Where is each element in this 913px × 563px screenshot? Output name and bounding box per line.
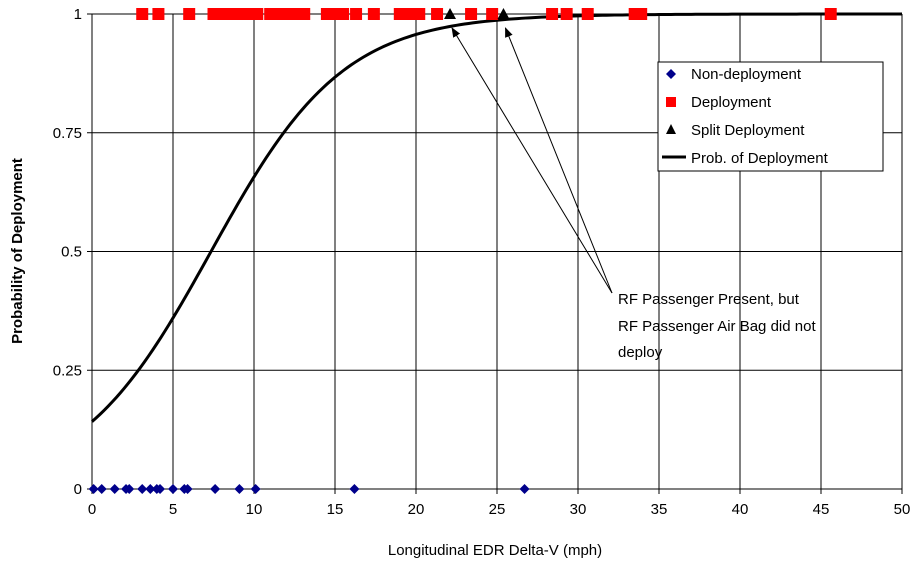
x-tick-label: 5 <box>169 501 177 518</box>
deployment-point <box>298 8 311 20</box>
annotation-line-1: RF Passenger Present, but <box>618 291 800 308</box>
y-tick-label: 0.75 <box>53 125 82 142</box>
x-tick-label: 0 <box>88 501 96 518</box>
x-tick-label: 15 <box>327 501 344 518</box>
x-tick-label: 10 <box>246 501 263 518</box>
deployment-point <box>367 8 380 20</box>
legend-label-deployment: Deployment <box>691 94 772 111</box>
annotation-arrow <box>505 27 613 294</box>
non-deployment-point <box>88 484 99 494</box>
deployment-point <box>393 8 406 20</box>
deployment-point <box>486 8 499 20</box>
y-tick-label: 0 <box>74 481 82 498</box>
deployment-point <box>546 8 559 20</box>
deployment-point <box>241 8 254 20</box>
deployment-point <box>560 8 573 20</box>
deployment-point <box>413 8 426 20</box>
annotation-line-3: deploy <box>618 344 663 361</box>
non-deployment-point <box>137 484 148 494</box>
non-deployment-point <box>182 484 193 494</box>
non-deployment-point <box>145 484 156 494</box>
non-deployment-point <box>96 484 107 494</box>
x-tick-label: 45 <box>813 501 830 518</box>
deployment-point <box>431 8 444 20</box>
y-tick-label: 1 <box>74 6 82 23</box>
deployment-point <box>635 8 648 20</box>
deployment-point <box>152 8 165 20</box>
deployment-point <box>403 8 416 20</box>
annotation-arrow <box>451 27 613 294</box>
deployment-point <box>350 8 363 20</box>
non-deployment-point <box>234 484 245 494</box>
non-deployment-point <box>168 484 178 494</box>
x-tick-label: 25 <box>489 501 506 518</box>
x-tick-label: 20 <box>408 501 425 518</box>
x-tick-label: 50 <box>894 501 911 518</box>
y-tick-label: 0.25 <box>53 362 82 379</box>
non-deployment-point <box>124 484 135 494</box>
legend-marker-deployment <box>666 97 676 107</box>
legend-marker-non-deployment <box>666 69 676 79</box>
non-deployment-point <box>109 484 120 494</box>
legend-box <box>657 61 884 172</box>
non-deployment-point <box>210 484 221 494</box>
non-deployment-point <box>519 484 530 494</box>
deployment-point <box>136 8 149 20</box>
deployment-point <box>231 8 244 20</box>
deployment-point <box>183 8 196 20</box>
deployment-point <box>337 8 350 20</box>
deployment-point <box>824 8 837 20</box>
y-tick-label: 0.5 <box>61 244 82 261</box>
non-deployment-point <box>349 484 360 494</box>
y-axis-title: Probability of Deployment <box>9 158 26 344</box>
deployment-point <box>581 8 594 20</box>
x-tick-label: 40 <box>732 501 749 518</box>
legend-label-prob-of-deployment: Prob. of Deployment <box>691 150 829 167</box>
split-deployment-point <box>444 8 457 19</box>
deployment-point <box>251 8 264 20</box>
legend-label-split-deployment: Split Deployment <box>691 122 805 139</box>
legend-label-non-deployment: Non-deployment <box>691 66 802 83</box>
x-tick-label: 35 <box>651 501 668 518</box>
deployment-point <box>465 8 478 20</box>
annotation: RF Passenger Present, but RF Passenger A… <box>451 27 816 361</box>
non-deployment-point <box>155 484 166 494</box>
prob-of-deployment-curve <box>91 12 902 423</box>
non-deployment-point <box>250 484 261 494</box>
annotation-line-2: RF Passenger Air Bag did not <box>618 318 816 335</box>
legend: Non-deployment Deployment Split Deployme… <box>657 61 884 172</box>
x-axis-title: Longitudinal EDR Delta-V (mph) <box>388 542 602 559</box>
legend-marker-split-deployment <box>666 124 676 134</box>
x-tick-label: 30 <box>570 501 587 518</box>
deployment-point <box>264 8 277 20</box>
split-deployment-point <box>497 8 510 19</box>
